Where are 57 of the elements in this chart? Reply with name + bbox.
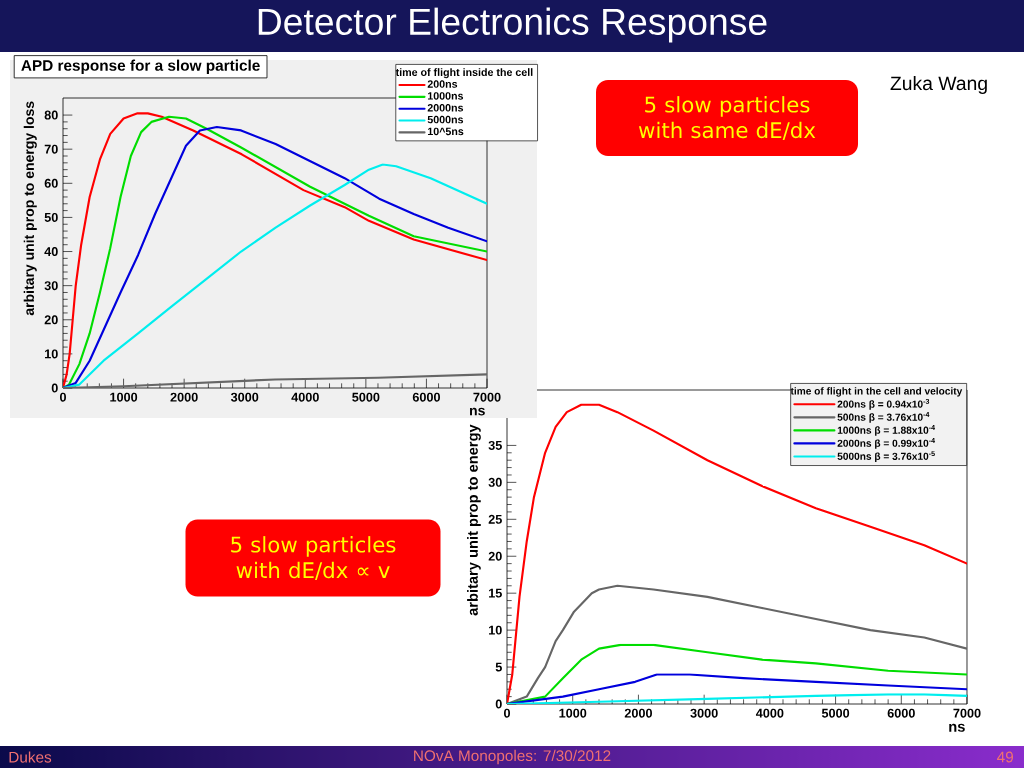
legend-label: 5000ns β = 3.76x10$^{-5}$ xyxy=(837,451,935,462)
y-tick-label: 60 xyxy=(44,178,58,188)
x-tick-label: 7000 xyxy=(473,392,501,402)
x-axis-title: ns xyxy=(469,407,485,416)
legend-label: 1000ns xyxy=(427,92,464,100)
y-tick-label: 5 xyxy=(495,662,502,672)
x-tick-label: 4000 xyxy=(291,392,319,402)
x-tick-label: 5000 xyxy=(821,708,850,718)
chart-title: APD response for a slow particle xyxy=(21,59,260,74)
text: Dukes xyxy=(9,751,52,763)
x-tick-label: 1000 xyxy=(110,392,138,402)
legend-label: 200ns xyxy=(427,80,458,88)
legend-title: time of flight in the cell and velocity xyxy=(790,387,963,397)
text: Zuka Wang xyxy=(890,75,987,95)
y-tick-label: 30 xyxy=(488,477,502,487)
x-tick-label: 6000 xyxy=(412,392,440,402)
text: 5 slow particles with dE/dx ∝ v xyxy=(231,536,396,580)
legend-label: 10^5ns xyxy=(427,127,464,136)
y-tick-label: 40 xyxy=(44,247,58,257)
x-axis-title: ns xyxy=(949,723,965,732)
y-tick-label: 10 xyxy=(45,349,58,359)
y-axis-title: arbitary unit prop to energy loss xyxy=(23,101,37,316)
x-tick-label: 2000 xyxy=(624,708,652,718)
text: NOvA Monopoles: 7/30/2012 xyxy=(414,749,611,765)
text: Detector Electronics Response xyxy=(258,7,767,43)
y-tick-label: 30 xyxy=(44,281,58,291)
y-tick-label: 20 xyxy=(44,315,58,325)
y-tick-label: 15 xyxy=(489,588,502,598)
x-tick-label: 7000 xyxy=(953,708,981,718)
x-tick-label: 3000 xyxy=(690,708,718,718)
y-tick-label: 10 xyxy=(489,625,502,635)
y-tick-label: 20 xyxy=(488,551,502,561)
y-tick-label: 0 xyxy=(495,699,502,709)
x-tick-label: 3000 xyxy=(230,392,259,402)
legend-label: 5000ns xyxy=(427,115,464,124)
x-tick-label: 4000 xyxy=(755,708,784,718)
legend-label: 2000ns β = 0.99x10$^{-4}$ xyxy=(837,438,936,449)
x-tick-label: 0 xyxy=(59,392,66,402)
x-tick-label: 5000 xyxy=(352,392,380,402)
x-tick-label: 2000 xyxy=(170,392,198,402)
x-tick-label: 6000 xyxy=(887,708,915,718)
legend-title: time of flight inside the cell xyxy=(395,68,533,79)
y-tick-label: 70 xyxy=(44,144,58,154)
legend-label: 500ns β = 3.76x10$^{-4}$ xyxy=(837,412,930,423)
y-tick-label: 50 xyxy=(44,212,58,222)
y-tick-label: 80 xyxy=(44,110,58,120)
y-tick-label: 0 xyxy=(51,383,58,393)
text: 5 slow particles with same dE/dx xyxy=(638,96,816,140)
legend-label: 1000ns β = 1.88x10$^{-4}$ xyxy=(837,425,936,436)
x-tick-label: 1000 xyxy=(559,708,587,718)
y-axis-title: arbitary unit prop to energy xyxy=(467,424,481,616)
legend-label: 2000ns xyxy=(427,103,464,112)
y-tick-label: 25 xyxy=(488,514,502,524)
text: 49 xyxy=(997,751,1014,763)
y-tick-label: 35 xyxy=(488,440,502,450)
x-tick-label: 0 xyxy=(503,708,511,718)
legend-label: 200ns β = 0.94x10$^{-3}$ xyxy=(837,398,930,410)
